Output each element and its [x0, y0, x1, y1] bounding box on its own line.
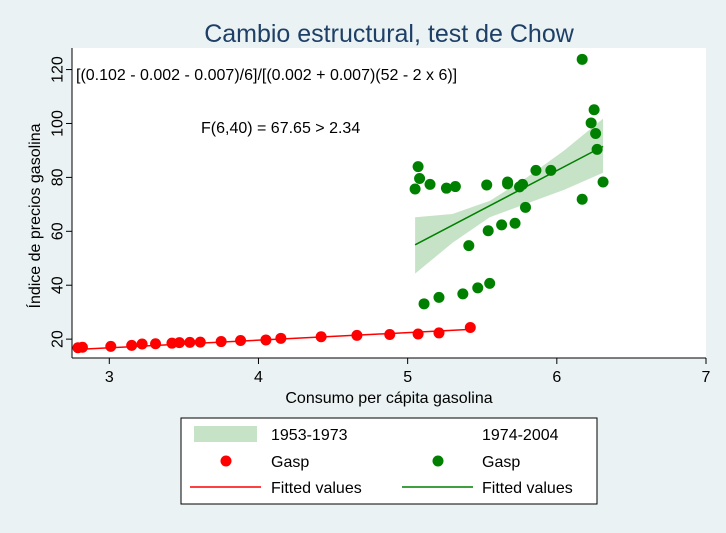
plot-area	[72, 48, 706, 358]
data-point-s1-28	[597, 176, 609, 188]
data-point-s0-10	[215, 336, 227, 348]
data-point-s1-25	[588, 104, 600, 116]
legend-swatch-band	[194, 426, 257, 442]
data-point-s1-5	[449, 181, 461, 193]
data-point-s0-9	[194, 336, 206, 348]
data-point-s1-29	[481, 179, 493, 191]
data-point-s1-8	[457, 288, 469, 300]
data-point-s0-4	[136, 338, 148, 350]
data-point-s1-1	[412, 161, 424, 173]
x-tick-label-1: 4	[254, 369, 263, 386]
data-point-s1-18	[517, 178, 529, 190]
data-point-s0-16	[384, 329, 396, 341]
legend-label-5: Fitted values	[482, 480, 573, 497]
x-tick-label-0: 3	[105, 369, 114, 386]
y-axis-label: Índice de precios gasolina	[25, 123, 44, 308]
data-point-s1-12	[482, 225, 494, 237]
data-point-s1-9	[472, 282, 484, 294]
data-point-s1-20	[530, 164, 542, 176]
data-point-s0-3	[126, 339, 138, 351]
annotation-f-statistic: F(6,40) = 67.65 > 2.34	[201, 120, 360, 137]
y-tick-label-2: 60	[50, 222, 67, 240]
y-tick-label-5: 120	[50, 56, 67, 83]
data-point-s0-1	[76, 341, 88, 353]
data-point-s0-19	[464, 322, 476, 334]
data-point-s1-15	[502, 176, 514, 188]
chart-title: Cambio estructural, test de Chow	[204, 20, 575, 48]
data-point-s1-26	[590, 127, 602, 139]
data-point-s1-6	[418, 298, 430, 310]
data-point-s1-11	[463, 240, 475, 252]
y-tick-label-1: 40	[50, 276, 67, 294]
data-point-s0-8	[184, 336, 196, 348]
x-axis-label: Consumo per cápita gasolina	[285, 390, 492, 407]
legend-label-0: 1953-1973	[271, 427, 348, 444]
data-point-s1-13	[496, 219, 508, 231]
x-tick-label-3: 6	[552, 369, 561, 386]
data-point-s0-18	[433, 327, 445, 339]
data-point-s1-3	[424, 178, 436, 190]
x-tick-label-2: 5	[403, 369, 412, 386]
legend-swatch-marker-3	[432, 455, 444, 467]
data-point-s1-23	[576, 53, 588, 65]
y-tick-label-4: 100	[50, 110, 67, 137]
data-point-s0-5	[150, 338, 162, 350]
data-point-s1-19	[519, 201, 531, 213]
data-point-s0-2	[105, 340, 117, 352]
y-tick-label-3: 80	[50, 168, 67, 186]
x-tick-label-4: 7	[702, 369, 711, 386]
data-point-s1-0	[409, 183, 421, 195]
axes-layer: 3 4 5 6 7 20 40 60 80 100 120	[50, 48, 711, 386]
data-point-s1-27	[591, 143, 603, 155]
data-point-s1-7	[433, 291, 445, 303]
data-point-s0-7	[173, 337, 185, 349]
legend-label-4: Fitted values	[271, 480, 362, 497]
points-layer	[72, 53, 609, 354]
data-point-s0-11	[235, 334, 247, 346]
data-point-s0-17	[412, 328, 424, 340]
data-point-s1-24	[585, 117, 597, 129]
legend-label-1: 1974-2004	[482, 427, 559, 444]
data-point-s0-13	[275, 332, 287, 344]
data-point-s1-10	[484, 277, 496, 289]
data-point-s0-15	[351, 329, 363, 341]
legend-label-3: Gasp	[482, 454, 520, 471]
data-point-s1-16	[509, 217, 521, 229]
legend: 1953-1973 1974-2004 Gasp Gasp Fitted values F…	[180, 417, 598, 505]
data-point-s1-21	[545, 164, 557, 176]
y-tick-label-0: 20	[50, 330, 67, 348]
fitted-line-1	[414, 145, 604, 246]
data-point-s0-12	[260, 334, 272, 346]
data-point-s0-14	[315, 331, 327, 343]
annotation-formula: [(0.102 - 0.002 - 0.007)/6]/[(0.002 + 0.…	[76, 67, 457, 84]
data-point-s1-4	[440, 182, 452, 194]
legend-label-2: Gasp	[271, 454, 309, 471]
legend-swatch-marker-2	[220, 455, 232, 467]
data-point-s1-22	[576, 193, 588, 205]
data-point-s1-2	[414, 172, 426, 184]
